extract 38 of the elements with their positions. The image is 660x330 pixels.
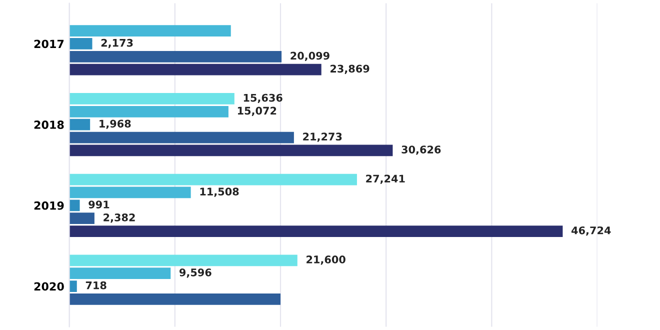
data-label: 718 xyxy=(86,281,106,290)
bar xyxy=(69,38,92,50)
data-label: 20,099 xyxy=(290,52,330,62)
bar xyxy=(69,50,282,62)
data-label: 23,869 xyxy=(330,64,370,74)
data-label: 27,241 xyxy=(366,174,405,184)
bar xyxy=(69,294,280,305)
bar xyxy=(69,186,191,198)
data-label: 30,626 xyxy=(402,146,441,155)
data-label: 2,382 xyxy=(104,214,135,223)
data-label: 11,508 xyxy=(200,188,239,197)
data-label: 21,600 xyxy=(306,256,346,265)
bar xyxy=(69,64,322,76)
bar xyxy=(69,118,90,130)
bar xyxy=(69,174,357,186)
bar xyxy=(69,106,228,118)
bar xyxy=(69,268,171,280)
data-label: 15,636 xyxy=(244,94,282,104)
data-label: 21,273 xyxy=(303,132,342,142)
bar xyxy=(69,200,80,212)
data-label: 9,596 xyxy=(180,268,212,278)
y-tick-label: 2018 xyxy=(34,120,64,129)
bar xyxy=(69,280,77,292)
y-tick-label: 2019 xyxy=(34,201,64,210)
bar xyxy=(69,25,231,36)
data-label: 15,072 xyxy=(238,106,276,116)
data-label: 46,724 xyxy=(572,226,611,236)
y-tick-label: 2020 xyxy=(34,282,64,291)
bar xyxy=(69,132,294,144)
data-label: 1,968 xyxy=(100,120,131,129)
bar xyxy=(69,226,563,237)
bar xyxy=(69,212,94,224)
bar xyxy=(69,144,393,156)
data-label: 991 xyxy=(88,200,110,208)
data-label: 2,173 xyxy=(101,38,133,48)
y-tick-label: 2017 xyxy=(34,40,64,48)
bar xyxy=(69,254,298,266)
bar xyxy=(69,93,234,104)
